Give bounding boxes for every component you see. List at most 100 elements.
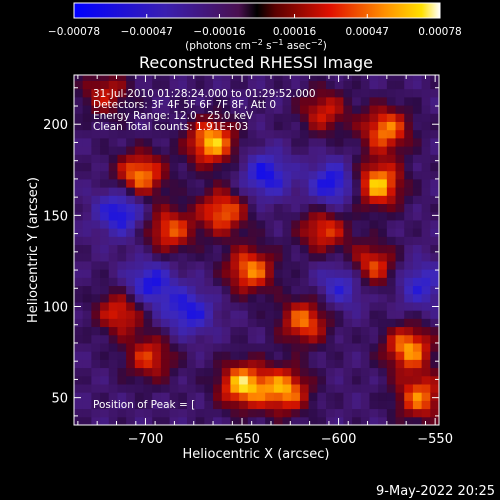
heatmap-cell (334, 285, 344, 295)
heatmap-cell (265, 260, 275, 270)
heatmap-cell (152, 269, 162, 278)
heatmap-cell (256, 408, 266, 418)
heatmap-cell (221, 88, 231, 98)
heatmap-cell (213, 293, 223, 303)
heatmap-cell (195, 392, 205, 401)
heatmap-cell (334, 310, 344, 319)
heatmap-cell (378, 162, 388, 172)
heatmap-cell (369, 252, 379, 262)
heatmap-cell (230, 178, 240, 188)
heatmap-cell (152, 203, 162, 213)
heatmap-cell (134, 154, 145, 163)
heatmap-cell (395, 129, 405, 139)
heatmap-cell (152, 293, 162, 303)
heatmap-cell (421, 277, 431, 287)
heatmap-cell (282, 80, 292, 90)
heatmap-cell (186, 277, 197, 287)
heatmap-cell (421, 154, 431, 163)
heatmap-cell (299, 367, 310, 377)
heatmap-cell (343, 383, 353, 393)
heatmap-cell (247, 260, 257, 270)
heatmap-cell (386, 195, 397, 205)
heatmap-cell (326, 162, 336, 172)
heatmap-cell (326, 293, 336, 303)
heatmap-cell (291, 351, 301, 360)
heatmap-cell (430, 269, 439, 278)
heatmap-cell (117, 416, 127, 425)
heatmap-cell (178, 236, 188, 246)
heatmap-cell (360, 75, 370, 81)
heatmap-cell (108, 244, 118, 254)
heatmap-cell (160, 416, 171, 425)
heatmap-cell (134, 359, 145, 369)
heatmap-cell (291, 252, 301, 262)
heatmap-cell (395, 219, 405, 229)
heatmap-cell (360, 416, 370, 425)
heatmap-cell (326, 137, 336, 147)
heatmap-cell (239, 129, 249, 139)
heatmap-cell (343, 170, 353, 180)
heatmap-cell (360, 113, 370, 122)
heatmap-cell (152, 187, 162, 196)
heatmap-cell (282, 301, 292, 311)
heatmap-cell (186, 105, 197, 114)
colorbar-tick-label: 0.00047 (346, 26, 389, 38)
heatmap-cell (412, 105, 423, 114)
heatmap-cell (213, 219, 223, 229)
heatmap-cell (74, 408, 84, 418)
heatmap-cell (308, 301, 318, 311)
heatmap-cell (213, 351, 223, 360)
heatmap-cell (126, 88, 136, 98)
heatmap-cell (143, 359, 153, 369)
heatmap-cell (247, 146, 257, 155)
heatmap-cell (352, 113, 362, 122)
heatmap-cell (195, 187, 205, 196)
heatmap-cell (308, 269, 318, 278)
heatmap-cell (117, 146, 127, 155)
heatmap-cell (412, 129, 423, 139)
heatmap-cell (299, 178, 310, 188)
heatmap-cell (178, 187, 188, 196)
heatmap-cell (430, 277, 439, 287)
chart-title: Reconstructed RHESSI Image (139, 53, 373, 72)
heatmap-cell (386, 293, 397, 303)
heatmap-cell (395, 285, 405, 295)
heatmap-cell (352, 88, 362, 98)
heatmap-cell (369, 105, 379, 114)
heatmap-cell (91, 170, 101, 180)
heatmap-cell (273, 244, 284, 254)
heatmap-cell (230, 326, 240, 336)
heatmap-cell (186, 301, 197, 311)
heatmap-cell (395, 195, 405, 205)
heatmap-cell (326, 96, 336, 106)
heatmap-cell (291, 162, 301, 172)
heatmap-cell (134, 236, 145, 246)
heatmap-cell (117, 236, 127, 246)
heatmap-cell (282, 113, 292, 122)
heatmap-cell (100, 195, 110, 205)
heatmap-cell (74, 416, 84, 425)
heatmap-cell (308, 129, 318, 139)
heatmap-cell (74, 285, 84, 295)
heatmap-cell (247, 367, 257, 377)
heatmap-cell (395, 408, 405, 418)
heatmap-cell (265, 105, 275, 114)
heatmap-cell (273, 178, 284, 188)
heatmap-cell (299, 121, 310, 131)
heatmap-cell (352, 137, 362, 147)
heatmap-cell (74, 80, 84, 90)
heatmap-cell (265, 367, 275, 377)
heatmap-cell (360, 154, 370, 163)
heatmap-cell (134, 277, 145, 287)
heatmap-cell (395, 137, 405, 147)
heatmap-cell (291, 121, 301, 131)
heatmap-cell (334, 260, 344, 270)
heatmap-cell (421, 334, 431, 344)
heatmap-cell (395, 75, 405, 81)
heatmap-cell (317, 260, 327, 270)
heatmap-cell (282, 310, 292, 319)
heatmap-cell (265, 318, 275, 328)
heatmap-cell (273, 383, 284, 393)
heatmap-cell (213, 203, 223, 213)
heatmap-cell (91, 236, 101, 246)
